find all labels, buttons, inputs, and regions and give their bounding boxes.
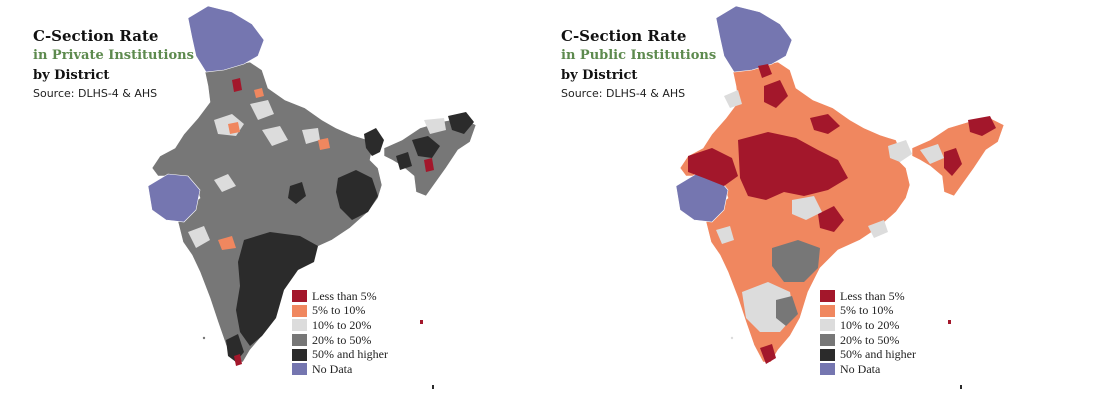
andaman-islands	[960, 385, 962, 389]
lakshadweep-islands	[202, 336, 206, 340]
legend: Less than 5% 5% to 10% 10% to 20% 20% to…	[292, 289, 388, 377]
legend-label: Less than 5%	[840, 288, 905, 303]
district-patches-mid-grey	[772, 240, 820, 326]
india-district-map-private	[147, 5, 477, 389]
map-title-block: C-Section Rate in Private Institutions b…	[33, 26, 194, 102]
legend-label: Less than 5%	[312, 288, 377, 303]
legend-swatch	[820, 334, 835, 347]
legend-item: 5% to 10%	[292, 303, 388, 319]
legend-item: 10% to 20%	[820, 318, 916, 333]
legend-item: 10% to 20%	[292, 318, 388, 333]
legend-label: 20% to 50%	[312, 332, 372, 347]
district-patches-dark	[226, 112, 474, 362]
map-subtitle: in Public Institutions	[561, 48, 717, 63]
no-data-region-west	[147, 173, 201, 223]
legend: Less than 5% 5% to 10% 10% to 20% 20% to…	[820, 289, 916, 377]
district-patches-orange	[218, 88, 330, 250]
legend-swatch	[820, 304, 835, 317]
map-grouping: by District	[561, 68, 638, 83]
legend-item: 5% to 10%	[820, 303, 916, 319]
no-data-region-north	[715, 5, 793, 73]
legend-swatch	[820, 348, 835, 361]
india-outline	[151, 61, 383, 363]
map-title: C-Section Rate	[33, 27, 159, 45]
legend-label: 5% to 10%	[840, 303, 894, 318]
legend-item: Less than 5%	[292, 289, 388, 304]
map-panel-public: C-Section Rate in Public Institutions by…	[528, 0, 1076, 408]
map-source: Source: DLHS-4 & AHS	[561, 87, 686, 100]
legend-label: 20% to 50%	[840, 332, 900, 347]
legend-swatch	[292, 304, 307, 317]
legend-swatch	[820, 290, 835, 303]
legend-item: 20% to 50%	[292, 333, 388, 348]
legend-label: 50% and higher	[840, 347, 916, 362]
legend-item: 20% to 50%	[820, 333, 916, 348]
andaman-islands	[432, 385, 434, 389]
district-patches-red	[688, 64, 996, 364]
legend-swatch	[292, 348, 307, 361]
legend-item: Less than 5%	[820, 289, 916, 304]
map-title: C-Section Rate	[561, 27, 687, 45]
map-panel-private: C-Section Rate in Private Institutions b…	[33, 5, 477, 389]
legend-label: 10% to 20%	[840, 317, 900, 332]
legend-label: No Data	[840, 361, 881, 376]
legend-swatch	[292, 334, 307, 347]
no-data-region-north	[187, 5, 265, 73]
district-patches-red	[232, 78, 434, 366]
map-title-block: C-Section Rate in Public Institutions by…	[561, 26, 716, 102]
india-district-map-public	[675, 5, 1005, 389]
map-source: Source: DLHS-4 & AHS	[33, 87, 158, 100]
map-subtitle: in Private Institutions	[33, 48, 194, 63]
lakshadweep-islands	[730, 336, 734, 340]
legend-swatch	[292, 363, 307, 376]
legend-item: 50% and higher	[292, 347, 388, 362]
legend-item: 50% and higher	[820, 347, 916, 362]
legend-label: No Data	[312, 361, 353, 376]
legend-label: 50% and higher	[312, 347, 388, 362]
legend-item: No Data	[820, 362, 916, 377]
legend-swatch	[820, 319, 835, 332]
legend-label: 10% to 20%	[312, 317, 372, 332]
legend-label: 5% to 10%	[312, 303, 366, 318]
map-grouping: by District	[33, 68, 110, 83]
legend-item: No Data	[292, 362, 388, 377]
legend-swatch	[820, 363, 835, 376]
legend-swatch	[292, 290, 307, 303]
legend-swatch	[292, 319, 307, 332]
